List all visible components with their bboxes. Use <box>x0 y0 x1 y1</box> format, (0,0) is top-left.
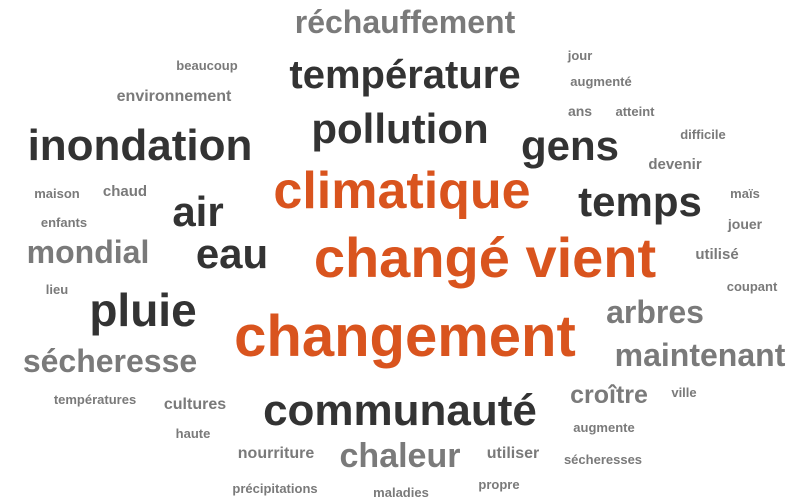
word: cultures <box>164 396 226 413</box>
word: maïs <box>730 186 760 201</box>
word: maladies <box>373 485 429 500</box>
word: haute <box>176 426 211 441</box>
word: augmenté <box>570 74 631 89</box>
word: chaud <box>103 183 147 200</box>
word: enfants <box>41 215 87 230</box>
word: pluie <box>89 284 196 336</box>
word: maintenant <box>615 337 786 373</box>
word: climatique <box>273 162 530 220</box>
word: réchauffement <box>295 4 516 40</box>
word: utiliser <box>487 445 539 462</box>
word: utilisé <box>695 246 738 263</box>
word: inondation <box>28 121 253 170</box>
word: eau <box>196 230 268 277</box>
word: ville <box>671 385 696 400</box>
word: coupant <box>727 279 778 294</box>
word: devenir <box>648 156 702 173</box>
word: sécheresses <box>564 452 642 467</box>
word: difficile <box>680 127 726 142</box>
word: températures <box>54 392 136 407</box>
word: changé vient <box>314 226 656 289</box>
word: changement <box>234 304 576 369</box>
word: propre <box>478 477 519 492</box>
word: mondial <box>27 234 150 270</box>
word: augmente <box>573 420 634 435</box>
word: nourriture <box>238 445 315 462</box>
word: arbres <box>606 294 704 330</box>
word: environnement <box>117 88 232 105</box>
word: maison <box>34 186 80 201</box>
word: jouer <box>727 216 763 232</box>
word: temps <box>578 178 702 225</box>
word: communauté <box>263 386 537 435</box>
word: gens <box>521 122 619 169</box>
word: chaleur <box>340 437 461 475</box>
word: précipitations <box>232 481 317 496</box>
word: atteint <box>616 104 656 119</box>
word: croître <box>570 381 648 409</box>
word: température <box>289 53 520 97</box>
word: jour <box>567 48 593 63</box>
word: sécheresse <box>23 343 197 379</box>
word: beaucoup <box>176 58 237 73</box>
word: lieu <box>46 282 68 297</box>
word: air <box>172 188 223 235</box>
word: pollution <box>311 105 488 152</box>
word: ans <box>568 103 592 119</box>
